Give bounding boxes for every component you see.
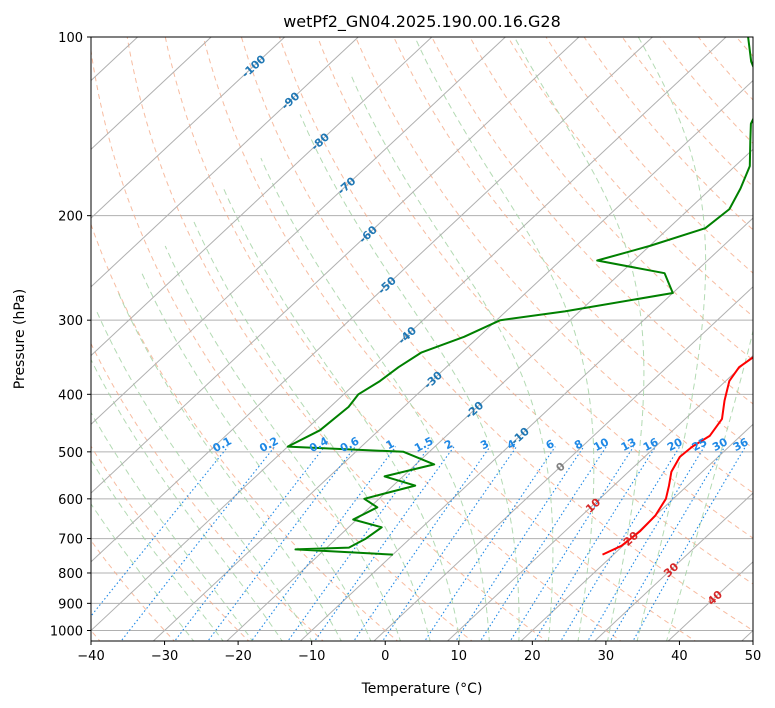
isotherm (152, 79, 753, 641)
mixing-ratio-line (533, 446, 657, 641)
isotherm (91, 37, 580, 494)
y-tick-label: 200 (58, 210, 83, 225)
plot-frame (90, 36, 754, 642)
y-tick-label: 500 (58, 446, 83, 461)
dry-adiabat (317, 37, 753, 539)
isotherm (91, 37, 212, 150)
mixing-ratio-line (509, 446, 635, 641)
moist-adiabat (223, 188, 461, 641)
y-tick-label: 700 (58, 533, 83, 548)
mixing-ratio-line (287, 446, 430, 641)
mixing-ratio-line (609, 446, 726, 641)
isotherm (593, 492, 753, 641)
x-axis-label: Temperature (°C) (361, 681, 483, 697)
mixing-ratio-label: 13 (619, 435, 639, 454)
x-tick-label: −20 (224, 649, 251, 664)
mixing-ratio-line (250, 446, 397, 641)
mixing-ratio-line (314, 446, 455, 641)
moist-adiabat (260, 157, 490, 641)
mixing-ratio-label: 20 (665, 435, 685, 454)
moist-adiabat (414, 37, 595, 641)
y-axis-ticks: 100 200 300 400 500 600 700 800 900 1000 (50, 31, 91, 640)
y-tick-label: 800 (58, 567, 83, 582)
isotherm (446, 354, 753, 641)
dry-adiabat (355, 37, 753, 494)
mixing-ratio-label: 16 (641, 435, 661, 454)
y-tick-label: 300 (58, 314, 83, 329)
x-tick-label: −10 (298, 649, 325, 664)
mixing-ratio-line (479, 446, 607, 641)
mixing-ratio-label: 10 (591, 435, 611, 454)
moist-adiabat (349, 72, 554, 641)
moist-adiabats (91, 37, 753, 641)
x-tick-label: −40 (77, 649, 104, 664)
x-tick-label: 50 (745, 649, 762, 664)
y-axis-label: Pressure (hPa) (12, 289, 28, 389)
temperature-profile (602, 356, 753, 556)
dry-adiabat (91, 445, 250, 641)
y-tick-label: 600 (58, 493, 83, 508)
moist-adiabat (666, 328, 753, 641)
dry-adiabat (279, 37, 753, 585)
isotherm (91, 37, 433, 357)
dewpoint-profile (286, 37, 753, 556)
mixing-ratio-line (560, 446, 681, 641)
x-tick-label: 0 (381, 649, 389, 664)
x-tick-label: 40 (671, 649, 688, 664)
chart-title: wetPf2_GN04.2025.190.00.16.G28 (283, 12, 561, 32)
isotherm (226, 148, 753, 641)
mixing-ratio-line (587, 446, 705, 641)
mixing-ratio-line (424, 446, 556, 641)
moist-adiabat (636, 37, 707, 641)
mixing-ratio-line (207, 446, 356, 641)
dry-adiabat (91, 539, 176, 641)
mixing-ratio-label: 36 (731, 435, 751, 454)
y-tick-label: 100 (58, 31, 83, 46)
moist-adiabat (91, 503, 195, 641)
dry-adiabat (164, 37, 622, 641)
x-tick-label: −30 (151, 649, 178, 664)
isotherm (91, 37, 286, 219)
dry-adiabat (507, 37, 753, 318)
x-tick-label: 20 (524, 649, 541, 664)
moist-adiabat (299, 114, 520, 641)
isotherm (91, 37, 359, 288)
x-tick-label: 30 (598, 649, 615, 664)
isotherm (91, 37, 506, 425)
y-tick-label: 400 (58, 388, 83, 403)
mixing-ratio-line (381, 446, 518, 641)
mixing-ratio-label: 25 (690, 435, 710, 454)
mixing-ratio-line (120, 446, 276, 641)
dry-adiabat (240, 37, 753, 632)
mixing-ratio-line (455, 446, 585, 641)
mixing-ratio-line (353, 446, 491, 641)
isotherm (91, 37, 727, 632)
profile-curves (286, 37, 753, 556)
moist-adiabat (513, 37, 645, 641)
y-tick-label: 1000 (50, 625, 83, 640)
x-axis-ticks: −40 −30 −20 −10 0 10 20 30 40 50 (77, 641, 761, 664)
moist-adiabat (141, 272, 372, 641)
isotherm (91, 37, 653, 563)
dry-adiabat (126, 37, 548, 641)
isotherm (373, 286, 753, 641)
mixing-ratio-lines (91, 446, 746, 641)
isotherms (91, 37, 753, 641)
moist-adiabat (193, 221, 431, 641)
mixing-ratio-line (174, 446, 326, 641)
dry-adiabat (469, 37, 753, 361)
moist-adiabat (117, 292, 342, 641)
moist-adiabat (164, 245, 402, 641)
moist-adiabat (91, 411, 254, 641)
x-tick-label: 10 (451, 649, 468, 664)
dry-adiabat (91, 47, 473, 641)
y-tick-label: 900 (58, 597, 83, 612)
mixing-ratio-label: 30 (710, 435, 730, 454)
moist-adiabat (96, 311, 313, 641)
isotherm (299, 217, 753, 641)
